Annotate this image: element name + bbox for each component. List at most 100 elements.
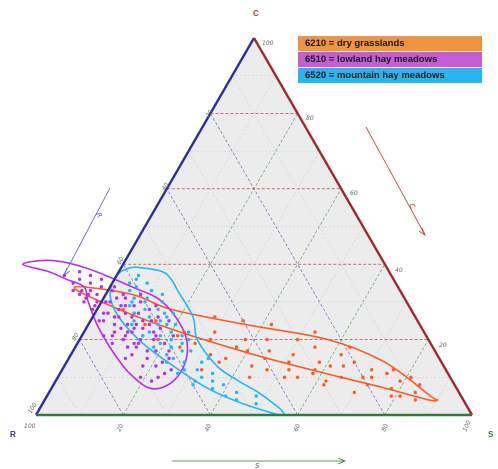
point-lowland-hay-meadows [156,375,160,379]
point-dry-grasslands [322,383,326,387]
point-lowland-hay-meadows [112,330,117,334]
point-mountain-hay-meadows [128,304,132,308]
point-lowland-hay-meadows [119,304,123,308]
point-mountain-hay-meadows [180,334,184,338]
legend-label: 6210 = dry grasslands [305,38,405,49]
point-dry-grasslands [352,360,356,364]
point-lowland-hay-meadows [119,326,123,330]
point-mountain-hay-meadows [206,356,210,361]
point-mountain-hay-meadows [165,353,169,357]
point-mountain-hay-meadows [156,307,160,312]
point-dry-grasslands [176,334,180,338]
point-mountain-hay-meadows [165,360,169,364]
point-mountain-hay-meadows [147,315,152,319]
axis-arrows: R C S [63,126,426,469]
point-lowland-hay-meadows [112,322,117,327]
gridline-minor [428,377,451,416]
point-mountain-hay-meadows [152,345,156,349]
triangle-edges [34,37,474,417]
point-dry-grasslands [287,360,291,364]
point-lowland-hay-meadows [138,337,143,342]
point-dry-grasslands [269,322,274,327]
point-mountain-hay-meadows [169,330,173,334]
gridline-minor [253,226,364,416]
point-mountain-hay-meadows [165,322,169,327]
edge-r [34,37,256,416]
point-lowland-hay-meadows [149,319,154,323]
point-dry-grasslands [178,345,182,349]
point-mountain-hay-meadows [254,394,258,398]
point-lowland-hay-meadows [121,292,125,297]
point-mountain-hay-meadows [221,383,226,387]
point-dry-grasslands [121,307,125,312]
point-mountain-hay-meadows [169,345,173,349]
point-dry-grasslands [154,319,158,323]
point-lowland-hay-meadows [104,300,108,304]
point-lowland-hay-meadows [88,273,93,278]
point-lowland-hay-meadows [82,300,86,304]
point-dry-grasslands [339,353,343,357]
point-lowland-hay-meadows [108,300,112,304]
point-dry-grasslands [213,315,217,319]
point-mountain-hay-meadows [132,311,136,315]
point-lowland-hay-meadows [145,349,149,353]
point-dry-grasslands [370,368,374,372]
point-mountain-hay-meadows [210,386,215,391]
point-dry-grasslands [311,371,315,376]
gridline-r [210,113,386,416]
point-dry-grasslands [250,364,254,368]
point-dry-grasslands [267,349,271,353]
data-points [62,270,422,406]
point-mountain-hay-meadows [147,330,152,334]
legend-item-mountain-hay-meadows: 6520 = mountain hay meadows [298,68,482,83]
point-lowland-hay-meadows [123,304,128,308]
point-dry-grasslands [241,319,245,323]
point-dry-grasslands [263,356,267,361]
point-mountain-hay-meadows [143,300,147,304]
gridline-r [79,339,124,416]
right-axis-title: C [407,202,416,210]
point-mountain-hay-meadows [171,356,175,361]
point-mountain-hay-meadows [128,288,132,293]
point-lowland-hay-meadows [147,322,152,327]
point-mountain-hay-meadows [200,375,204,379]
point-mountain-hay-meadows [186,330,191,334]
point-mountain-hay-meadows [158,341,162,346]
gridline-s [122,113,298,416]
edge-c [252,37,474,416]
point-dry-grasslands [265,337,269,342]
point-lowland-hay-meadows [101,311,106,315]
point-dry-grasslands [245,349,250,353]
point-dry-grasslands [391,368,396,372]
point-mountain-hay-meadows [195,368,199,372]
point-mountain-hay-meadows [210,379,215,383]
point-mountain-hay-meadows [193,379,197,383]
gridline-s [297,264,386,416]
point-lowland-hay-meadows [162,371,167,376]
point-lowland-hay-meadows [167,319,171,323]
point-mountain-hay-meadows [145,296,149,300]
point-lowland-hay-meadows [130,353,134,357]
point-lowland-hay-meadows [88,281,93,285]
point-lowland-hay-meadows [130,315,134,319]
left-tick-20: 20 [205,109,215,119]
point-dry-grasslands [341,364,346,368]
point-lowland-hay-meadows [167,356,171,361]
point-dry-grasslands [234,345,239,349]
point-lowland-hay-meadows [123,311,128,315]
point-dry-grasslands [361,375,365,379]
point-lowland-hay-meadows [123,296,128,300]
point-mountain-hay-meadows [162,311,167,315]
point-mountain-hay-meadows [141,334,145,338]
point-lowland-hay-meadows [149,379,154,383]
point-lowland-hay-meadows [132,304,136,308]
point-dry-grasslands [182,330,186,334]
point-dry-grasslands [317,360,322,364]
point-mountain-hay-meadows [165,315,169,319]
point-dry-grasslands [313,330,317,334]
bottom-tick-20: 20 [115,423,125,433]
point-lowland-hay-meadows [141,364,145,368]
point-mountain-hay-meadows [189,349,193,353]
point-lowland-hay-meadows [130,330,134,334]
point-mountain-hay-meadows [186,337,191,342]
